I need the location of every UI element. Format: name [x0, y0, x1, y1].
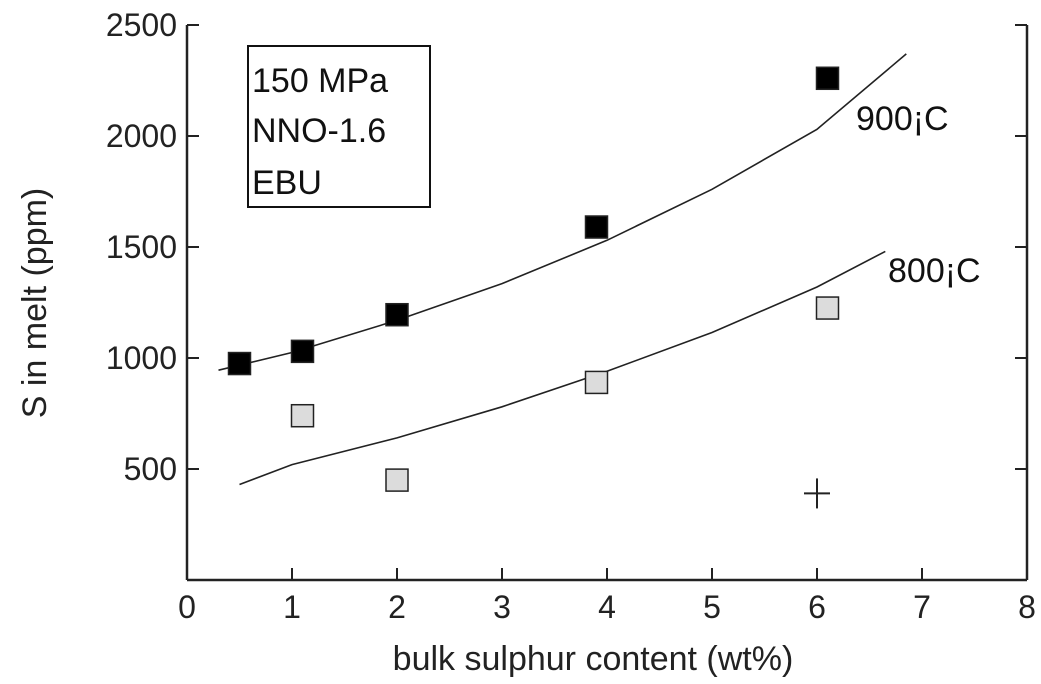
x-tick-label: 4 [598, 589, 616, 625]
annotation-frame [247, 45, 431, 208]
fit-curve-800 [239, 250, 886, 486]
data-point-900 [290, 339, 315, 364]
x-axis-ticks: 0 1 2 3 4 5 6 7 8 [178, 568, 1036, 625]
data-point-900 [385, 302, 409, 327]
data-point-800 [290, 403, 315, 428]
data-points [227, 66, 840, 509]
y-tick-label: 500 [124, 451, 177, 487]
curve-label-800: 800¡C [888, 252, 981, 290]
data-point-800 [385, 468, 409, 492]
x-tick-label: 0 [178, 589, 196, 625]
curve-label-900: 900¡C [856, 100, 949, 138]
x-tick-label: 3 [493, 589, 511, 625]
x-tick-label: 6 [808, 589, 826, 625]
y-tick-label: 2500 [106, 7, 177, 43]
data-point-800 [584, 370, 609, 395]
x-tick-label: 7 [913, 589, 931, 625]
y-tick-label: 2000 [106, 118, 177, 154]
x-tick-label: 5 [703, 589, 721, 625]
data-point-900 [815, 66, 840, 91]
x-tick-label: 1 [283, 589, 301, 625]
y-axis-title: S in melt (ppm) [16, 188, 54, 419]
annotation-box: 150 MPa NNO-1.6 EBU [247, 45, 431, 208]
y-tick-label: 1500 [106, 229, 177, 265]
x-tick-label: 2 [388, 589, 406, 625]
x-tick-label: 8 [1018, 589, 1036, 625]
x-axis-title: bulk sulphur content (wt%) [393, 640, 794, 678]
y-tick-label: 1000 [106, 340, 177, 376]
annotation-buffer: NNO-1.6 [252, 112, 386, 150]
data-point-800 [815, 296, 840, 320]
data-point-900 [584, 215, 609, 239]
annotation-pressure: 150 MPa [252, 62, 388, 100]
data-point-900 [227, 351, 252, 376]
annotation-sample: EBU [252, 164, 322, 202]
y-axis-ticks: 500 1000 1500 2000 2500 [106, 7, 1027, 487]
